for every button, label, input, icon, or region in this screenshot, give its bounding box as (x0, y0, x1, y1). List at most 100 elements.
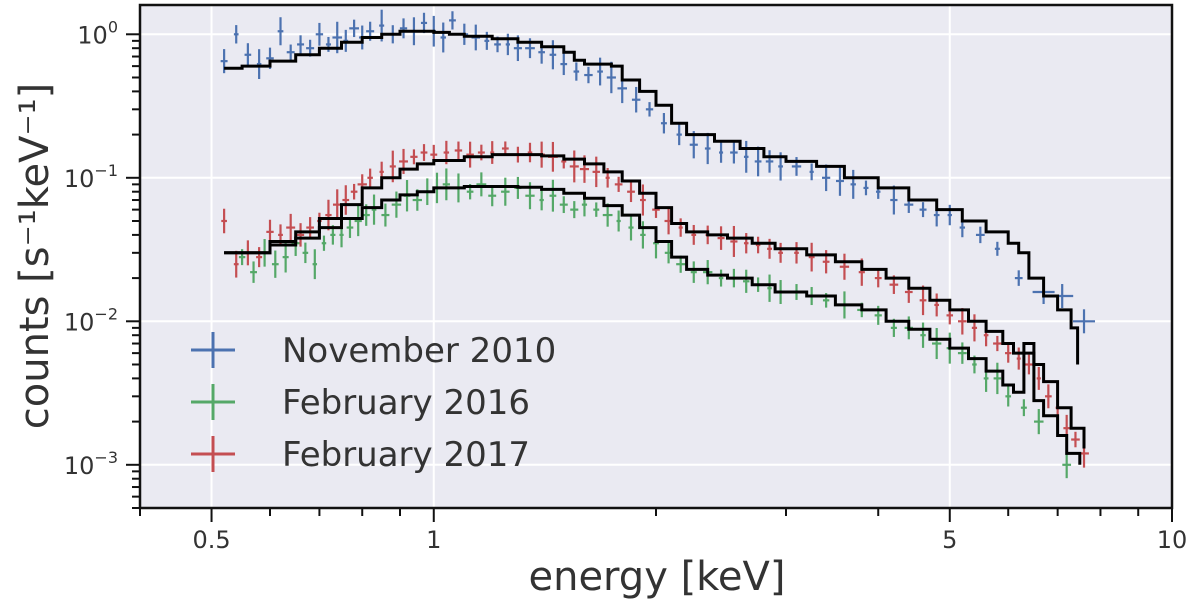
legend-label: February 2017 (282, 435, 530, 475)
data-point (730, 225, 738, 257)
data-point (371, 194, 377, 225)
data-point (592, 156, 600, 188)
data-point (410, 149, 418, 165)
data-point (342, 185, 350, 215)
model-line-february-2017 (224, 153, 1086, 449)
data-point (250, 261, 257, 283)
data-point (282, 241, 289, 273)
data-point (718, 269, 724, 287)
data-point (1014, 270, 1023, 286)
data-point (1034, 409, 1044, 435)
data-point (993, 362, 1002, 395)
legend-label: November 2010 (282, 331, 556, 371)
data-point (1016, 347, 1021, 370)
data-point (256, 247, 263, 268)
data-point (569, 150, 579, 183)
series-november-2010 (220, 9, 1096, 334)
data-point (1020, 399, 1027, 417)
data-point (676, 124, 682, 146)
data-point (560, 53, 568, 76)
data-point (221, 208, 227, 234)
data-point (839, 253, 850, 280)
data-point (233, 25, 239, 44)
data-point (420, 12, 428, 34)
data-point (354, 205, 362, 237)
data-point (1005, 386, 1012, 407)
data-point (704, 132, 711, 165)
legend: November 2010 February 2016 February 2017 (191, 331, 556, 475)
data-point (381, 203, 390, 227)
y-tick-label: 10−3 (64, 448, 118, 480)
data-point (256, 49, 262, 79)
data-point (297, 35, 305, 54)
data-point (593, 202, 600, 217)
data-point (346, 217, 354, 238)
data-point (440, 22, 446, 53)
data-point (286, 213, 296, 242)
data-point (717, 226, 725, 250)
y-axis-label: counts [s⁻¹keV⁻¹] (12, 83, 58, 429)
data-point (660, 113, 667, 134)
data-point (645, 102, 654, 117)
data-point (690, 261, 697, 283)
data-point (975, 226, 985, 244)
data-point (549, 179, 557, 212)
data-point (743, 269, 750, 293)
data-point (559, 196, 568, 214)
data-point (442, 168, 450, 201)
data-point (919, 285, 927, 316)
data-point (597, 57, 603, 86)
data-point (349, 19, 359, 38)
legend-item-november-2010: November 2010 (191, 331, 556, 371)
data-point (822, 164, 831, 192)
data-point (573, 62, 580, 81)
data-point (296, 223, 305, 247)
data-point (312, 249, 318, 280)
data-point (730, 141, 738, 164)
data-point (755, 236, 761, 254)
data-point (743, 233, 749, 254)
data-point (971, 314, 978, 342)
data-point (691, 224, 697, 245)
data-point (286, 44, 295, 60)
data-point (476, 172, 487, 197)
data-point (835, 166, 844, 196)
data-point (449, 11, 456, 30)
y-tick-label: 100 (77, 17, 118, 49)
data-point (1024, 354, 1034, 375)
model-line-november-2010 (224, 29, 1080, 365)
data-point (678, 218, 683, 237)
data-point (863, 180, 869, 196)
data-point (767, 274, 772, 302)
data-point (1045, 384, 1052, 409)
legend-item-february-2017: February 2017 (191, 435, 530, 475)
data-point (399, 18, 408, 39)
data-point (890, 185, 898, 215)
data-point (501, 177, 510, 206)
plot-area (220, 9, 1096, 479)
axis-ticks (126, 33, 1173, 522)
data-point (957, 342, 967, 364)
x-tick-label: 0.5 (192, 526, 230, 554)
data-point (874, 268, 882, 288)
data-point (527, 142, 533, 163)
data-point (244, 43, 252, 67)
data-point (321, 235, 327, 251)
data-point (277, 17, 284, 46)
data-point (306, 217, 314, 239)
data-point (794, 242, 799, 264)
data-point (934, 293, 940, 317)
data-point (1071, 431, 1080, 448)
data-point (958, 308, 967, 335)
x-tick-label: 10 (1157, 526, 1188, 554)
model-layer (224, 29, 1086, 465)
data-point (754, 146, 762, 177)
data-point (315, 22, 324, 46)
data-point (266, 219, 274, 244)
data-point (719, 142, 724, 163)
data-point (640, 184, 646, 216)
data-point (808, 242, 815, 272)
data-point (602, 203, 613, 227)
y-tick-labels: 100 10−1 10−2 10−3 (64, 17, 118, 480)
